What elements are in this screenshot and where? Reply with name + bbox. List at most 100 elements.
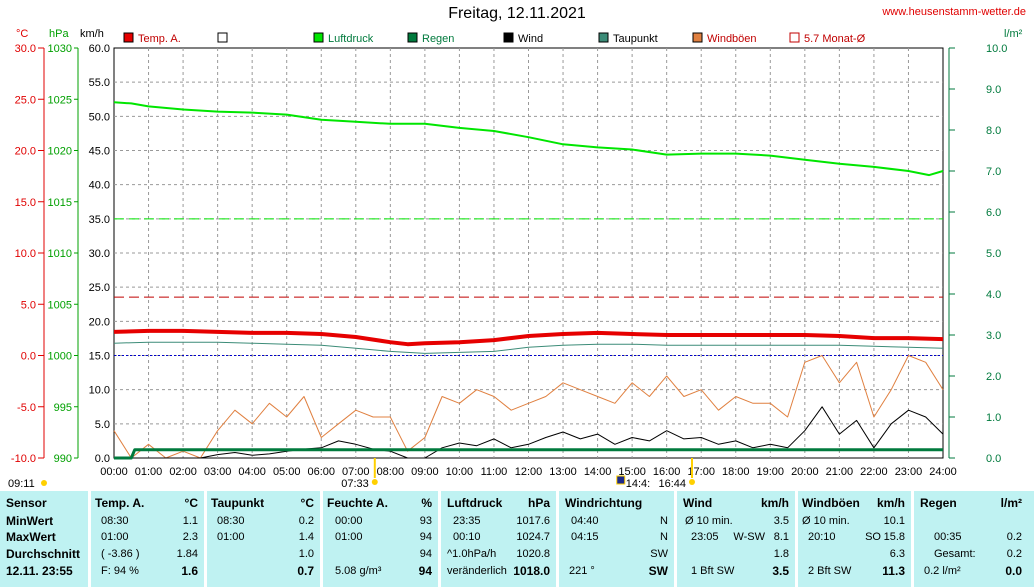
taupunkt-avg: 1.0 — [298, 548, 314, 560]
moon-icon — [41, 480, 47, 486]
temp-avg-note: ( -3.86 ) — [101, 548, 140, 560]
time-tick-label: 14:00 — [584, 466, 612, 478]
windrichtung-min: N — [660, 515, 668, 527]
temp-max-time: 01:00 — [101, 531, 129, 543]
pressure-tick-label: 990 — [54, 453, 72, 465]
time-tick-label: 00:00 — [100, 466, 128, 478]
time-tick-label: 23:00 — [895, 466, 923, 478]
time-tick-label: 06:00 — [307, 466, 335, 478]
wind-tick-label: 35.0 — [89, 214, 110, 226]
wind-tick-label: 60.0 — [89, 43, 110, 55]
time-tick-label: 04:00 — [238, 466, 266, 478]
windrichtung-title: Windrichtung — [565, 496, 643, 510]
col-temp: Temp. A. °C 08:30 1.1 01:00 2.3 ( -3.86 ) 1.… — [91, 491, 204, 587]
series-line — [113, 355, 944, 459]
rain-unit-label: l/m² — [1004, 28, 1023, 40]
time-tick-label: 10:00 — [446, 466, 474, 478]
stats-table: Sensor MinWert MaxWert Durchschnitt 12.1… — [0, 491, 1034, 587]
label-avg: Durchschnitt — [6, 547, 81, 561]
rain-tick-label: 9.0 — [986, 84, 1001, 96]
windrichtung-degree: 221 ° — [569, 565, 595, 577]
wind-unit: km/h — [760, 496, 789, 510]
wind-tick-label: 15.0 — [89, 351, 110, 363]
temp-unit: °C — [184, 496, 198, 510]
time-tick-label: 05:00 — [273, 466, 301, 478]
windboeen-current: 11.3 — [882, 564, 905, 578]
time-tick-label: 15:00 — [618, 466, 646, 478]
temp-tick-label: 10.0 — [15, 248, 36, 260]
wind-current: 3.5 — [772, 564, 789, 578]
legend-label: Luftdruck — [328, 33, 374, 45]
rain-tick-label: 3.0 — [986, 330, 1001, 342]
taupunkt-max: 1.4 — [298, 531, 314, 543]
pressure-tick-label: 1020 — [48, 146, 72, 158]
wind-tick-label: 30.0 — [89, 248, 110, 260]
wind-unit-label: km/h — [80, 28, 104, 40]
legend-label: Taupunkt — [613, 33, 658, 45]
windboeen-max-time: 20:10 — [808, 531, 836, 543]
legend-swatch — [503, 32, 514, 43]
series-line — [114, 406, 944, 459]
wind-tick-label: 10.0 — [89, 385, 110, 397]
temp-tick-label: 5.0 — [21, 299, 36, 311]
wind-tick-label: 55.0 — [89, 77, 110, 89]
luftdruck-min-time: 23:35 — [453, 515, 481, 527]
luftdruck-trend: ^1.0hPa/h — [447, 548, 497, 560]
wind-tick-label: 45.0 — [89, 146, 110, 158]
rain-tick-label: 7.0 — [986, 166, 1001, 178]
wind-max-time: 23:05 — [691, 531, 719, 543]
series-line — [113, 101, 944, 177]
label-max: MaxWert — [6, 530, 56, 544]
temp-tick-label: 0.0 — [21, 351, 36, 363]
feuchte-min-time: 00:00 — [335, 515, 363, 527]
regen-time: 00:35 — [934, 531, 962, 543]
temp-avg: 1.84 — [176, 548, 198, 560]
legend-label: Wind — [518, 33, 543, 45]
col-feuchte: Feuchte A.% 00:00 93 01:00 94 94 5.08 g/m³… — [323, 491, 438, 587]
legend-swatch — [217, 32, 228, 43]
temp-tick-label: 20.0 — [15, 146, 36, 158]
time-tick-label: 01:00 — [135, 466, 163, 478]
label-min: MinWert — [6, 514, 54, 528]
rain-tick-label: 5.0 — [986, 248, 1001, 260]
wind-tick-label: 5.0 — [95, 419, 110, 431]
col-luftdruck: Luftdruck hPa 23:35 1017.6 00:10 1024.7 ^1.… — [441, 491, 556, 587]
moonrise-label: 09:11 — [8, 478, 35, 490]
legend-swatch — [313, 32, 324, 43]
regen-total: 0.2 — [1006, 548, 1022, 560]
luftdruck-avg: 1020.8 — [516, 548, 550, 560]
legend-label: Windböen — [707, 33, 757, 45]
rain-tick-label: 4.0 — [986, 289, 1001, 301]
wind-avg: 1.8 — [773, 548, 789, 560]
windrichtung-avg: SW — [650, 548, 668, 560]
wind-tick-label: 20.0 — [89, 316, 110, 328]
legend-swatch — [407, 32, 418, 43]
windboeen-max-dir: SO — [865, 531, 881, 543]
windboeen-title: Windböen — [802, 496, 860, 510]
wind-bft: 1 Bft SW — [691, 565, 735, 577]
luftdruck-unit: hPa — [527, 496, 550, 510]
sunrise-label: 07:33 — [341, 478, 369, 490]
col-sensor: Sensor MinWert MaxWert Durchschnitt 12.1… — [0, 491, 88, 587]
windrichtung-current: SW — [648, 564, 668, 578]
feuchte-title: Feuchte A. — [327, 496, 388, 510]
luftdruck-min: 1017.6 — [516, 515, 550, 527]
pressure-tick-label: 1010 — [48, 248, 72, 260]
col-wind: Wind km/h Ø 10 min. 3.5 23:05 W-SW 8.1 1.8 1… — [677, 491, 795, 587]
pressure-tick-label: 1030 — [48, 43, 72, 55]
time-tick-label: 11:00 — [481, 466, 508, 478]
pressure-tick-label: 1000 — [48, 351, 72, 363]
taupunkt-max-time: 01:00 — [217, 531, 245, 543]
time-tick-label: 09:00 — [411, 466, 439, 478]
legend-label: Regen — [422, 33, 454, 45]
temp-min-time: 08:30 — [101, 515, 129, 527]
regen-amount: 0.2 l/m² — [924, 565, 961, 577]
moonset-label: 14:4: — [626, 478, 650, 490]
legend-label: Temp. A. — [138, 33, 181, 45]
site-url[interactable]: www.heusenstamm-wetter.de — [882, 6, 1026, 18]
feuchte-max-time: 01:00 — [335, 531, 363, 543]
windboeen-avg: 6.3 — [889, 548, 905, 560]
windboeen-max: 15.8 — [883, 531, 905, 543]
pressure-tick-label: 1025 — [48, 94, 72, 106]
legend-swatch — [123, 32, 134, 43]
